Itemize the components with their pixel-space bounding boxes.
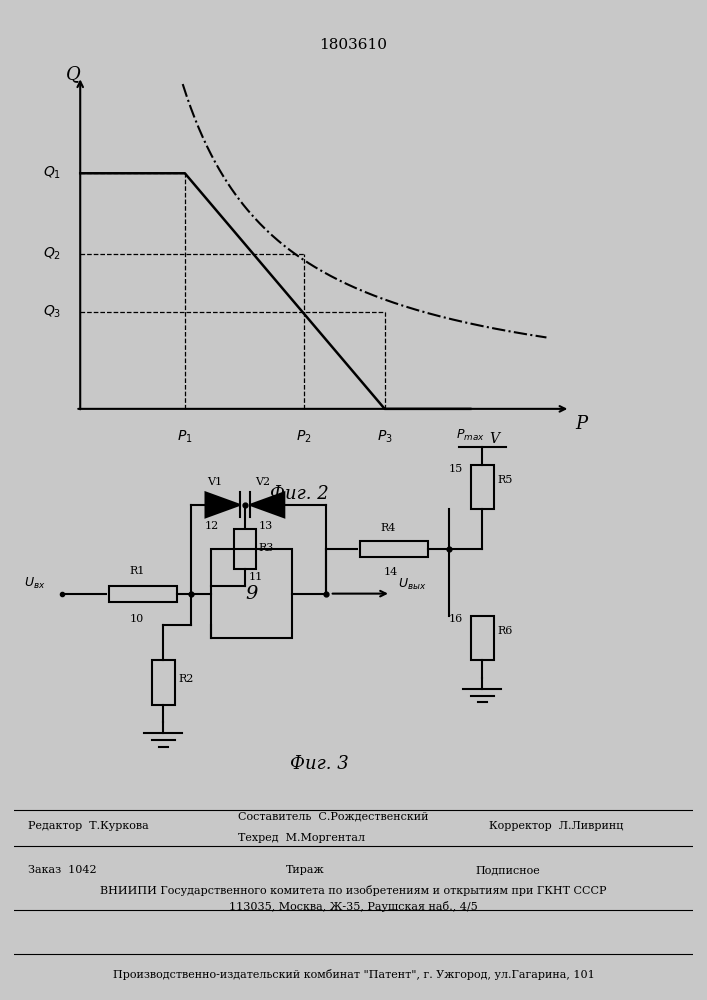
Text: $P_1$: $P_1$ (177, 428, 193, 445)
Text: R3: R3 (259, 543, 274, 553)
Text: $P_2$: $P_2$ (296, 428, 312, 445)
Text: 13: 13 (259, 521, 273, 531)
Text: Фиг. 3: Фиг. 3 (290, 755, 349, 773)
Bar (211, 549, 293, 638)
Text: 15: 15 (448, 464, 463, 474)
Text: V1: V1 (208, 477, 223, 487)
Text: Техред  М.Моргентал: Техред М.Моргентал (238, 833, 365, 843)
Bar (361, 541, 428, 557)
Polygon shape (250, 492, 284, 517)
Text: R1: R1 (129, 566, 145, 576)
Polygon shape (206, 492, 240, 517)
Text: Подписное: Подписное (476, 865, 540, 875)
Text: $P_3$: $P_3$ (377, 428, 392, 445)
Text: 10: 10 (129, 614, 144, 624)
Text: 1803610: 1803610 (320, 38, 387, 52)
Text: Составитель  С.Рождественский: Составитель С.Рождественский (238, 811, 428, 821)
Text: $Q_2$: $Q_2$ (43, 246, 62, 262)
Text: 16: 16 (448, 614, 463, 624)
Text: $U_{вых}$: $U_{вых}$ (397, 577, 426, 592)
Bar (152, 660, 175, 705)
Text: 113035, Москва, Ж-35, Раушская наб., 4/5: 113035, Москва, Ж-35, Раушская наб., 4/5 (229, 900, 478, 912)
Text: Q: Q (66, 65, 81, 83)
Text: Тираж: Тираж (286, 865, 325, 875)
Text: V: V (489, 432, 499, 446)
Text: 14: 14 (384, 567, 398, 577)
Bar (109, 586, 177, 602)
Text: P: P (575, 415, 587, 433)
Text: R6: R6 (498, 626, 513, 636)
Text: R2: R2 (178, 674, 194, 684)
Text: R5: R5 (498, 475, 513, 485)
Text: $P_{max}$: $P_{max}$ (456, 428, 485, 443)
Text: $U_{вх}$: $U_{вх}$ (24, 576, 46, 591)
Text: 12: 12 (204, 521, 218, 531)
Text: Заказ  1042: Заказ 1042 (28, 865, 96, 875)
Text: Корректор  Л.Ливринц: Корректор Л.Ливринц (489, 821, 624, 831)
Text: V2: V2 (255, 477, 270, 487)
Text: $Q_1$: $Q_1$ (43, 165, 62, 181)
Bar (234, 529, 256, 569)
Text: $Q_3$: $Q_3$ (43, 304, 62, 320)
Text: Фиг. 2: Фиг. 2 (270, 485, 329, 503)
Text: ВНИИПИ Государственного комитета по изобретениям и открытиям при ГКНТ СССР: ВНИИПИ Государственного комитета по изоб… (100, 884, 607, 896)
Text: 11: 11 (248, 572, 262, 582)
Text: 9: 9 (245, 585, 258, 603)
Bar (471, 465, 494, 509)
Text: Редактор  Т.Куркова: Редактор Т.Куркова (28, 821, 148, 831)
Bar (471, 616, 494, 660)
Text: Производственно-издательский комбинат "Патент", г. Ужгород, ул.Гагарина, 101: Производственно-издательский комбинат "П… (112, 968, 595, 980)
Text: R4: R4 (380, 523, 396, 533)
